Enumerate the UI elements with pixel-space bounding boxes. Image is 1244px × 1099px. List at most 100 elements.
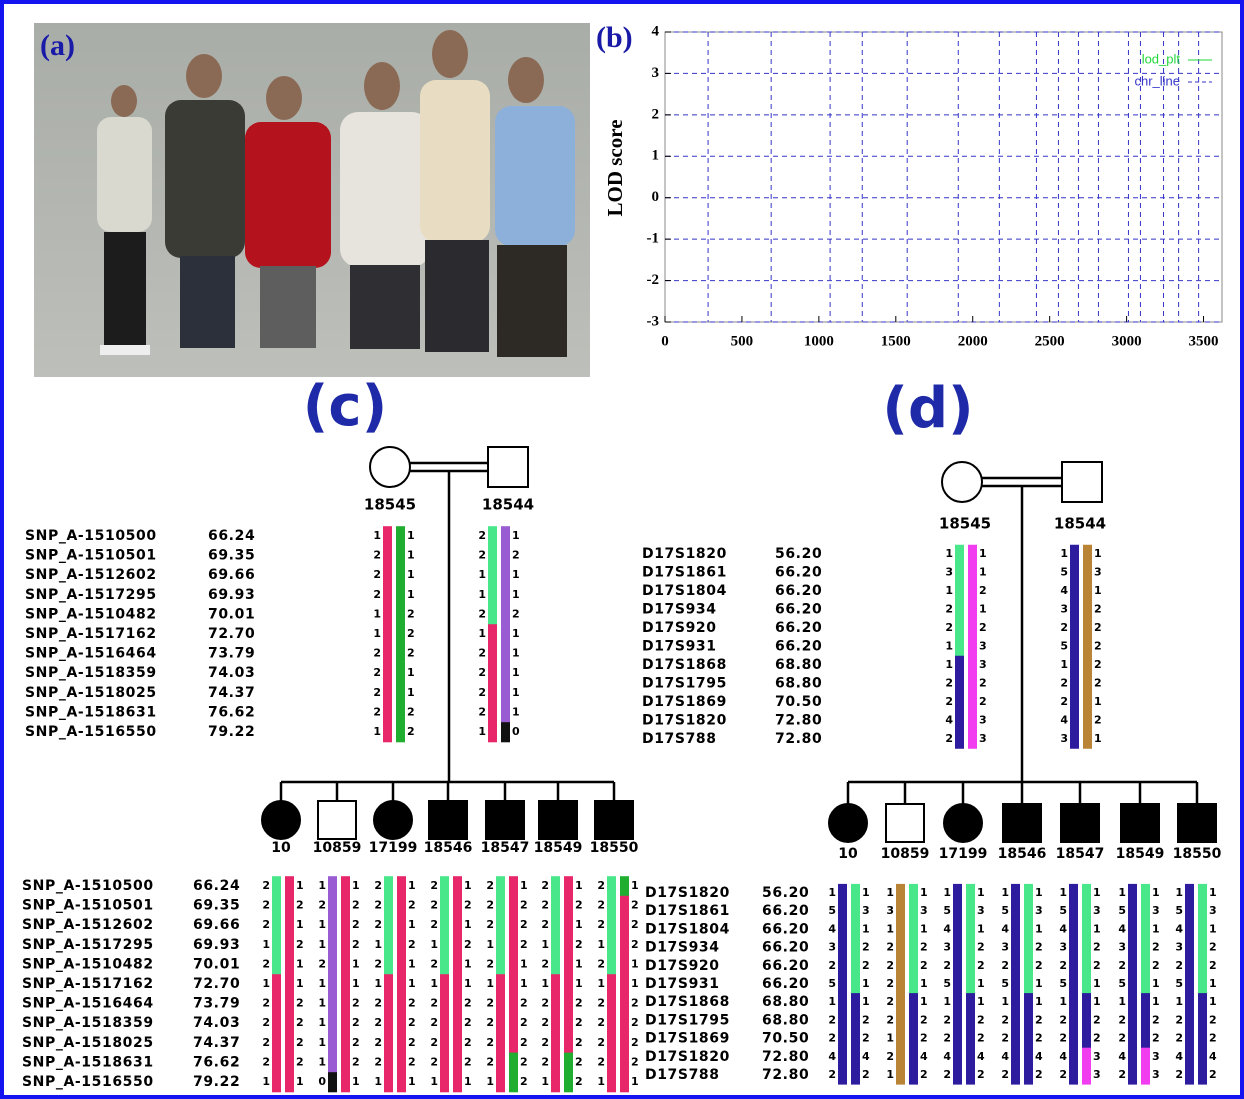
haplotype-segment	[955, 711, 964, 730]
allele: 1	[945, 584, 953, 597]
haplotype-segment	[1141, 1011, 1150, 1030]
haplotype-segment	[440, 1053, 449, 1073]
allele: 1	[1060, 658, 1068, 671]
haplotype-segment	[1011, 884, 1020, 903]
haplotype-segment	[968, 693, 977, 712]
allele: 2	[945, 677, 953, 690]
marker-position: 66.20	[775, 602, 822, 618]
haplotype-segment	[966, 993, 975, 1012]
allele: 2	[374, 997, 382, 1010]
haplotype-segment	[851, 975, 860, 994]
haplotype-segment	[1082, 1048, 1091, 1067]
haplotype-segment	[1128, 975, 1137, 994]
haplotype-segment	[272, 915, 281, 935]
haplotype-segment	[1024, 920, 1033, 939]
individual-id: 17199	[369, 840, 418, 856]
female-symbol	[262, 801, 300, 839]
marker-name: D17S1820	[645, 1049, 730, 1065]
allele: 2	[862, 959, 870, 972]
haplotype-segment	[607, 1013, 616, 1033]
allele: 1	[1035, 886, 1043, 899]
allele: 2	[631, 997, 639, 1010]
marker-name: SNP_A-1512602	[22, 917, 154, 933]
allele: 2	[1093, 941, 1101, 954]
allele: 3	[1060, 603, 1068, 616]
allele: 3	[920, 904, 928, 917]
allele: 2	[318, 899, 326, 912]
haplotype-segment	[285, 1053, 294, 1073]
allele: 2	[262, 918, 270, 931]
haplotype-segment	[496, 915, 505, 935]
allele: 1	[1094, 547, 1102, 560]
haplotype-segment	[909, 920, 918, 939]
allele: 2	[979, 584, 987, 597]
allele: 2	[408, 1036, 416, 1049]
marker-position: 66.24	[193, 878, 240, 894]
allele: 2	[1059, 959, 1067, 972]
allele: 2	[541, 957, 549, 970]
allele: 2	[920, 1068, 928, 1081]
haplotype-segment	[851, 1048, 860, 1067]
marker-position: 66.20	[762, 921, 809, 937]
allele: 1	[512, 647, 520, 660]
haplotype-segment	[551, 1013, 560, 1033]
allele: 1	[262, 938, 270, 951]
allele: 1	[1094, 732, 1102, 745]
haplotype-segment	[1011, 1048, 1020, 1067]
allele: 2	[430, 1016, 438, 1029]
male-symbol	[595, 801, 633, 839]
allele: 2	[520, 1075, 528, 1088]
haplotype-segment	[1024, 902, 1033, 921]
haplotype-segment	[966, 902, 975, 921]
marker-position: 66.20	[775, 565, 822, 581]
marker-position: 74.37	[193, 1035, 240, 1051]
allele: 1	[920, 977, 928, 990]
allele: 1	[512, 568, 520, 581]
haplotype-segment	[953, 920, 962, 939]
haplotype-segment	[383, 585, 392, 605]
allele: 2	[262, 1016, 270, 1029]
allele: 1	[318, 977, 326, 990]
allele: 1	[352, 879, 360, 892]
allele: 5	[1059, 904, 1067, 917]
haplotype-segment	[488, 526, 497, 546]
allele: 2	[1093, 1013, 1101, 1026]
haplotype-segment	[488, 624, 497, 644]
allele: 1	[1152, 995, 1160, 1008]
allele: 2	[943, 1068, 951, 1081]
allele: 4	[1001, 922, 1009, 935]
haplotype-segment	[396, 683, 405, 703]
haplotype-segment	[341, 955, 350, 975]
allele: 2	[979, 677, 987, 690]
allele: 2	[597, 1055, 605, 1068]
allele: 2	[862, 941, 870, 954]
haplotype-segment	[896, 1011, 905, 1030]
haplotype-segment	[851, 993, 860, 1012]
x-tick-label: 0	[661, 333, 669, 349]
haplotype-segment	[1070, 730, 1079, 749]
haplotype-segment	[1141, 1066, 1150, 1085]
allele: 2	[352, 1055, 360, 1068]
allele: 2	[1118, 1013, 1126, 1026]
allele: 1	[373, 607, 381, 620]
allele: 1	[318, 1036, 326, 1049]
haplotype-segment	[285, 896, 294, 916]
haplotype-segment	[968, 619, 977, 638]
haplotype-segment	[851, 939, 860, 958]
allele: 1	[407, 686, 415, 699]
haplotype-segment	[1185, 1011, 1194, 1030]
haplotype-segment	[272, 1072, 281, 1092]
allele: 2	[1001, 959, 1009, 972]
panel-label: (b)	[596, 21, 633, 54]
haplotype-segment	[383, 663, 392, 683]
haplotype-segment	[953, 1030, 962, 1049]
allele: 1	[520, 879, 528, 892]
haplotype-segment	[1185, 1066, 1194, 1085]
allele: 1	[407, 529, 415, 542]
allele: 2	[374, 918, 382, 931]
haplotype-segment	[272, 1033, 281, 1053]
allele: 2	[1209, 959, 1217, 972]
allele: 4	[1175, 922, 1183, 935]
haplotype-segment	[1083, 563, 1092, 582]
marker-name: D17S920	[642, 620, 717, 636]
